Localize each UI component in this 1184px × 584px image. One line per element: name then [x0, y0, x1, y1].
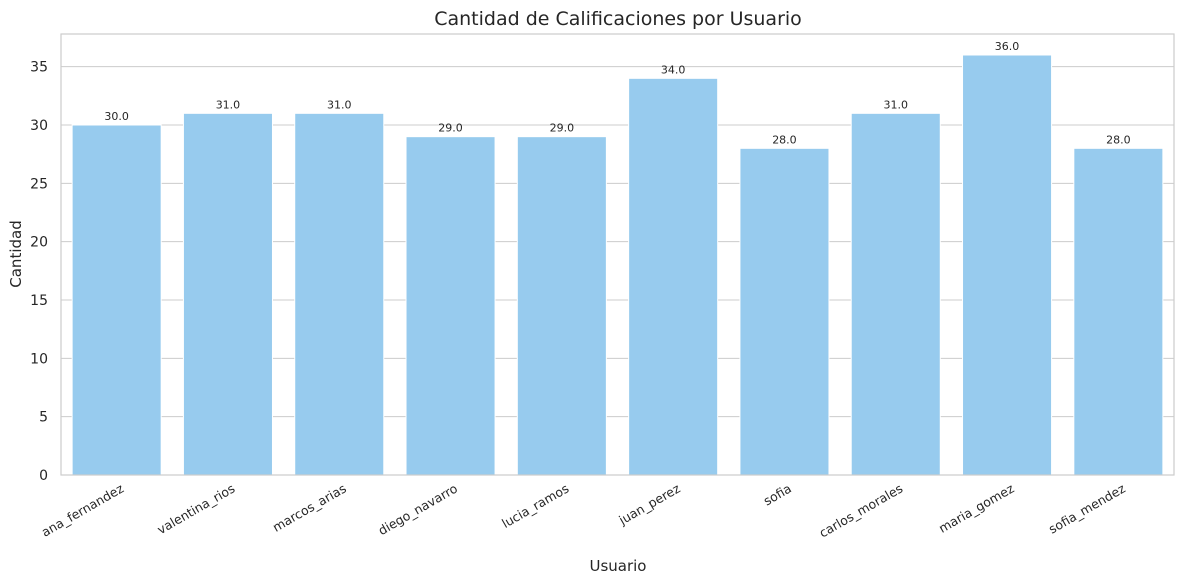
data-label: 29.0: [550, 122, 575, 135]
x-axis-label: Usuario: [589, 557, 646, 575]
bar-sofia: [739, 147, 830, 476]
bar-marcos_arias: [294, 112, 385, 476]
x-tick-labels: ana_fernandez valentina_rios marcos_arias d…: [39, 480, 1128, 540]
bar-ana_fernandez: [71, 124, 162, 476]
x-tick-label: juan_perez: [615, 480, 683, 528]
bar-juan_perez: [628, 77, 719, 476]
bar-valentina_rios: [182, 112, 273, 476]
y-tick-label: 30: [30, 118, 48, 134]
y-tick-label: 20: [30, 235, 48, 251]
x-tick-label: ana_fernandez: [39, 480, 127, 539]
bar-diego_navarro: [405, 136, 496, 476]
y-axis-label: Cantidad: [7, 220, 25, 287]
data-label: 28.0: [772, 133, 797, 146]
x-tick-label: valentina_rios: [154, 481, 237, 538]
data-label: 31.0: [327, 98, 352, 111]
y-tick-label: 35: [30, 60, 48, 76]
y-tick-label: 25: [30, 176, 48, 192]
bar-maria_gomez: [962, 54, 1053, 476]
bars: [71, 54, 1164, 476]
x-tick-label: diego_navarro: [375, 481, 460, 538]
x-tick-label: lucia_ramos: [499, 481, 571, 531]
data-label: 29.0: [438, 122, 463, 135]
data-label: 36.0: [995, 40, 1020, 53]
x-tick-label: sofia_mendez: [1046, 480, 1128, 536]
bar-sofia_mendez: [1073, 147, 1164, 476]
x-tick-label: marcos_arias: [270, 481, 349, 535]
data-label: 31.0: [884, 98, 909, 111]
data-label: 28.0: [1106, 133, 1131, 146]
bar-carlos_morales: [850, 112, 941, 476]
x-tick-label: maria_gomez: [936, 480, 1017, 535]
y-tick-label: 10: [30, 351, 48, 367]
data-label: 31.0: [216, 98, 241, 111]
y-tick-labels: 0 5 10 15 20 25 30 35: [30, 60, 48, 484]
chart-title: Cantidad de Calificaciones por Usuario: [434, 8, 802, 30]
x-tick-label: carlos_morales: [816, 481, 905, 541]
y-tick-label: 5: [39, 410, 48, 426]
x-tick-label: sofia: [761, 481, 794, 509]
y-tick-label: 15: [30, 293, 48, 309]
y-tick-label: 0: [39, 468, 48, 484]
data-label: 30.0: [104, 110, 129, 123]
bar-lucia_ramos: [516, 136, 607, 476]
data-label: 34.0: [661, 63, 686, 76]
plot-frame: [60, 33, 1175, 476]
data-labels: 30.0 31.0 31.0 29.0 29.0 34.0 28.0 31.0 36.0 28.0: [104, 40, 1130, 146]
